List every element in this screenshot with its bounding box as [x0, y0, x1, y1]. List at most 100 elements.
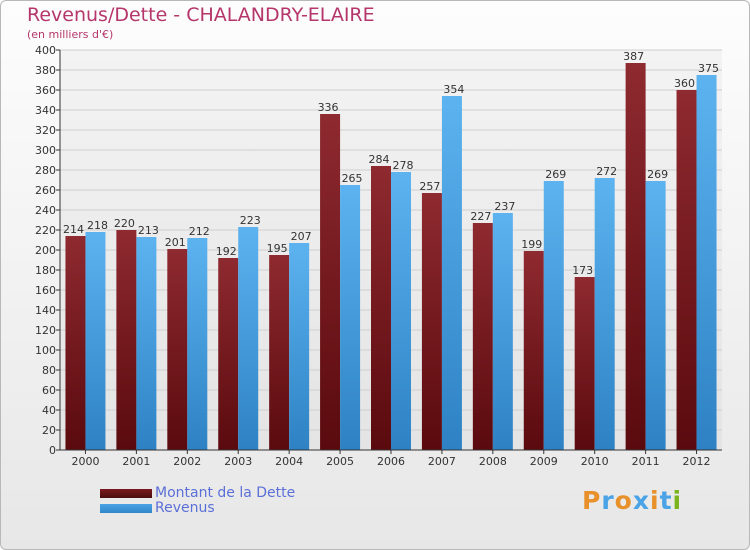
x-tick-label: 2011 — [632, 455, 660, 468]
data-label: 265 — [342, 172, 363, 185]
x-tick-label: 2002 — [173, 455, 201, 468]
x-tick-label: 2001 — [122, 455, 150, 468]
x-tick-label: 2003 — [224, 455, 252, 468]
data-label: 207 — [291, 230, 312, 243]
bar-dette — [167, 249, 188, 450]
data-label: 214 — [63, 223, 84, 236]
y-tick-label: 220 — [35, 224, 56, 237]
data-label: 201 — [165, 236, 186, 249]
data-label: 375 — [698, 62, 719, 75]
x-tick-label: 2012 — [683, 455, 711, 468]
y-tick-label: 340 — [35, 104, 56, 117]
bar-revenus — [696, 75, 717, 450]
x-tick-label: 2006 — [377, 455, 405, 468]
x-tick-label: 2004 — [275, 455, 303, 468]
y-tick-label: 80 — [42, 364, 56, 377]
y-tick-label: 320 — [35, 124, 56, 137]
data-label: 213 — [138, 224, 159, 237]
x-tick-label: 2010 — [581, 455, 609, 468]
legend-label-dette: Montant de la Dette — [155, 485, 296, 501]
bar-chart: 0 20 40 60 80 100 120 140 160 180 200 220 240 260 280 3… — [35, 44, 722, 468]
logo-letter: i — [672, 486, 683, 515]
y-tick-label: 100 — [35, 344, 56, 357]
bar-revenus — [391, 172, 411, 450]
bar-dette — [320, 114, 341, 450]
bar-revenus — [492, 213, 513, 450]
x-tick-label: 2005 — [326, 455, 354, 468]
y-tick-label: 180 — [35, 264, 56, 277]
logo-letter: i — [650, 486, 660, 515]
y-tick-label: 160 — [35, 284, 56, 297]
y-tick-label: 240 — [35, 204, 56, 217]
bar-dette — [65, 236, 86, 450]
logo-letter: P — [582, 486, 602, 515]
bar-revenus — [238, 227, 259, 450]
y-tick-label: 60 — [42, 384, 56, 397]
data-label: 237 — [494, 200, 515, 213]
y-tick-label: 20 — [42, 424, 56, 437]
bar-dette — [676, 90, 697, 450]
bar-revenus — [543, 181, 564, 450]
y-tick-label: 300 — [35, 144, 56, 157]
data-label: 278 — [393, 159, 414, 172]
bar-revenus — [594, 178, 615, 450]
y-tick-label: 360 — [35, 84, 56, 97]
data-label: 212 — [189, 225, 210, 238]
x-tick-label: 2007 — [428, 455, 456, 468]
bar-dette — [371, 166, 391, 450]
data-label: 360 — [674, 77, 695, 90]
legend-swatch-dette — [100, 489, 152, 498]
bar-revenus — [340, 185, 361, 450]
logo-letter: t — [659, 486, 673, 515]
bar-revenus — [289, 243, 310, 450]
x-tick-label: 2008 — [479, 455, 507, 468]
proxiti-logo: Proxiti — [582, 486, 682, 515]
data-label: 269 — [545, 168, 566, 181]
data-label: 354 — [443, 83, 464, 96]
legend-label-revenus: Revenus — [155, 500, 215, 516]
data-label: 199 — [521, 238, 542, 251]
bar-revenus — [441, 96, 462, 450]
y-tick-label: 120 — [35, 324, 56, 337]
bar-dette — [218, 258, 239, 450]
bar-revenus — [85, 232, 106, 450]
bar-dette — [574, 277, 595, 450]
y-tick-label: 280 — [35, 164, 56, 177]
data-label: 223 — [240, 214, 261, 227]
bar-dette — [421, 193, 442, 450]
data-label: 173 — [572, 264, 593, 277]
bar-revenus — [187, 238, 208, 450]
y-tick-label: 400 — [35, 44, 56, 57]
y-tick-label: 0 — [49, 444, 56, 457]
y-tick-label: 40 — [42, 404, 56, 417]
x-tick-label: 2000 — [71, 455, 99, 468]
data-label: 269 — [647, 168, 668, 181]
legend-item-revenus: Revenus — [100, 500, 300, 516]
data-label: 272 — [596, 165, 617, 178]
bar-dette — [269, 255, 290, 450]
bar-dette — [472, 223, 493, 450]
bar-revenus — [645, 181, 666, 450]
data-label: 387 — [623, 50, 644, 63]
data-label: 195 — [267, 242, 288, 255]
y-tick-label: 140 — [35, 304, 56, 317]
chart-subtitle: (en milliers d'€) — [27, 28, 114, 41]
logo-letter: x — [632, 486, 650, 515]
y-tick-label: 380 — [35, 64, 56, 77]
y-tick-label: 260 — [35, 184, 56, 197]
data-label: 257 — [419, 180, 440, 193]
data-label: 284 — [369, 153, 390, 166]
logo-letter: r — [601, 486, 615, 515]
x-tick-label: 2009 — [530, 455, 558, 468]
bar-dette — [523, 251, 544, 450]
legend-item-dette: Montant de la Dette — [100, 485, 300, 501]
data-label: 192 — [216, 245, 237, 258]
bar-dette — [116, 230, 137, 450]
data-label: 336 — [318, 101, 339, 114]
data-label: 227 — [470, 210, 491, 223]
data-label: 220 — [114, 217, 135, 230]
data-label: 218 — [87, 219, 108, 232]
legend-swatch-revenus — [100, 504, 152, 513]
bar-dette — [625, 63, 646, 450]
logo-letter: o — [614, 486, 633, 515]
